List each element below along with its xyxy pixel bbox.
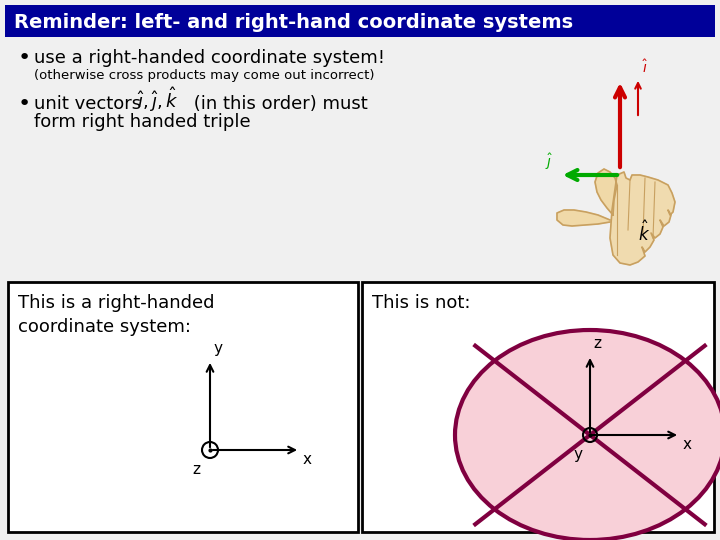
Text: •: •: [18, 48, 31, 68]
Bar: [8, 282, 358, 532]
Polygon shape: [610, 172, 675, 265]
Text: coordinate system:: coordinate system:: [18, 318, 191, 336]
Text: $\hat{\jmath}$: $\hat{\jmath}$: [545, 152, 553, 172]
Text: form right handed triple: form right handed triple: [34, 113, 251, 131]
Text: use a right-handed coordinate system!: use a right-handed coordinate system!: [34, 49, 385, 67]
Text: This is a right-handed: This is a right-handed: [18, 294, 215, 312]
Text: x: x: [303, 452, 312, 467]
Text: x: x: [683, 437, 692, 452]
Text: $\hat{k}$: $\hat{k}$: [638, 220, 650, 245]
Text: $\hat{\imath}$: $\hat{\imath}$: [642, 59, 648, 76]
Text: (in this order) must: (in this order) must: [188, 95, 368, 113]
Bar: [5, 5, 715, 37]
Text: z: z: [593, 336, 601, 351]
Text: (otherwise cross products may come out incorrect): (otherwise cross products may come out i…: [34, 70, 374, 83]
Polygon shape: [557, 210, 610, 226]
Text: Reminder: left- and right-hand coordinate systems: Reminder: left- and right-hand coordinat…: [14, 12, 573, 31]
Text: y: y: [214, 341, 223, 356]
Text: $\hat{\imath},\hat{\jmath},\hat{k}$: $\hat{\imath},\hat{\jmath},\hat{k}$: [137, 86, 179, 114]
Text: z: z: [192, 462, 200, 477]
Text: •: •: [18, 94, 31, 114]
Text: y: y: [574, 447, 583, 462]
Polygon shape: [595, 169, 617, 215]
Ellipse shape: [455, 330, 720, 540]
Bar: [362, 282, 714, 532]
Text: unit vectors: unit vectors: [34, 95, 147, 113]
Text: This is not:: This is not:: [372, 294, 470, 312]
